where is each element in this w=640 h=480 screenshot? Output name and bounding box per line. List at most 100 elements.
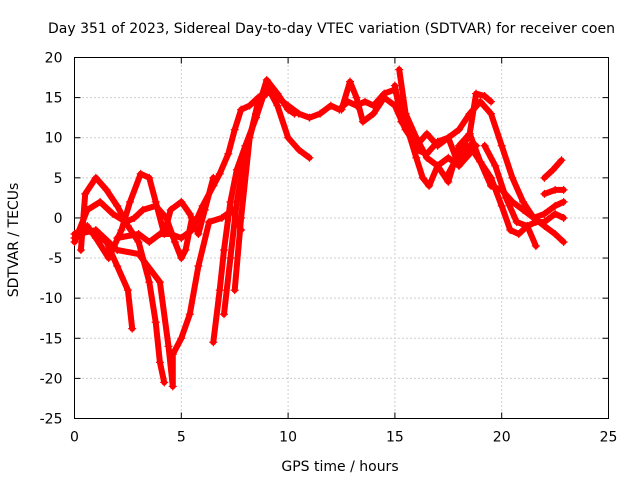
data-point (557, 156, 566, 165)
data-point (523, 221, 532, 230)
data-point (326, 101, 335, 110)
data-point (540, 209, 549, 218)
data-point (151, 318, 160, 327)
data-point (185, 310, 194, 319)
data-point (506, 225, 515, 234)
x-tick-label: 15 (386, 430, 404, 446)
data-point (412, 153, 421, 162)
data-point (337, 105, 346, 114)
data-point (168, 382, 177, 391)
data-point (177, 334, 186, 343)
series-track (445, 90, 494, 177)
data-point (284, 133, 293, 142)
series-track-16 (540, 185, 568, 198)
chart-title: Day 351 of 2023, Sidereal Day-to-day VTE… (48, 21, 615, 37)
data-point (128, 324, 137, 333)
data-point (360, 97, 369, 106)
data-point (145, 278, 154, 287)
data-point (444, 153, 453, 162)
data-point (134, 250, 143, 259)
data-point (237, 105, 246, 114)
series-track-14 (480, 141, 568, 230)
data-point (273, 89, 282, 98)
data-point (454, 149, 463, 158)
data-point (551, 185, 560, 194)
data-point (397, 117, 406, 126)
data-point (136, 169, 145, 178)
data-point (205, 217, 214, 226)
data-point (91, 234, 100, 242)
data-point (444, 177, 453, 186)
data-point (433, 161, 442, 170)
data-point (168, 350, 177, 359)
data-point (487, 109, 496, 118)
data-point (117, 225, 126, 234)
data-point (531, 217, 540, 226)
data-point (134, 229, 143, 238)
data-point (138, 205, 147, 214)
data-point (245, 133, 254, 142)
data-point (403, 125, 412, 134)
data-point (220, 246, 229, 255)
data-point (305, 113, 314, 122)
series-track-15 (540, 156, 566, 182)
data-point (108, 209, 117, 218)
data-point (501, 193, 510, 202)
data-point (194, 262, 203, 271)
data-point (262, 89, 271, 98)
data-point (230, 125, 239, 134)
data-point (151, 197, 160, 206)
x-tick-label: 20 (493, 430, 511, 446)
data-point (96, 197, 105, 206)
data-point (155, 229, 164, 238)
data-point (369, 109, 378, 118)
data-point (215, 286, 224, 295)
data-point (177, 254, 186, 263)
data-point (226, 254, 235, 263)
series-track-2 (76, 173, 169, 387)
data-point (551, 229, 560, 238)
data-point (232, 197, 241, 206)
data-point (346, 77, 355, 86)
data-point (134, 238, 143, 247)
data-point (508, 173, 517, 182)
data-point (548, 165, 557, 174)
data-point (390, 81, 399, 90)
data-point (145, 173, 154, 182)
data-point (104, 254, 113, 263)
data-point (540, 217, 549, 226)
data-point (245, 101, 254, 110)
x-axis-label: GPS time / hours (281, 459, 398, 475)
data-point (273, 101, 282, 110)
series-track-5 (74, 205, 246, 391)
data-point (130, 213, 139, 222)
data-point (166, 205, 175, 214)
data-point (160, 378, 169, 387)
y-tick-label: -25 (40, 412, 63, 428)
data-point (491, 161, 500, 170)
data-point (113, 201, 122, 210)
data-point (164, 342, 173, 351)
data-point (262, 75, 271, 84)
data-point (472, 89, 481, 98)
y-axis-label: SDTVAR / TECUs (6, 183, 22, 298)
data-point (559, 238, 568, 247)
data-point (194, 229, 203, 238)
data-point (316, 109, 325, 118)
data-point (425, 181, 434, 190)
data-point (305, 153, 314, 162)
data-point (395, 65, 404, 74)
x-tick-label: 25 (600, 430, 618, 446)
data-point (220, 310, 229, 319)
data-point (497, 201, 506, 210)
y-tick-label: 20 (45, 51, 63, 67)
data-point (155, 358, 164, 367)
y-tick-label: 5 (54, 171, 63, 187)
data-point (422, 129, 431, 138)
data-point (412, 133, 421, 142)
data-point (514, 229, 523, 238)
data-point (123, 286, 132, 295)
series-layer (70, 65, 568, 391)
data-point (91, 173, 100, 182)
